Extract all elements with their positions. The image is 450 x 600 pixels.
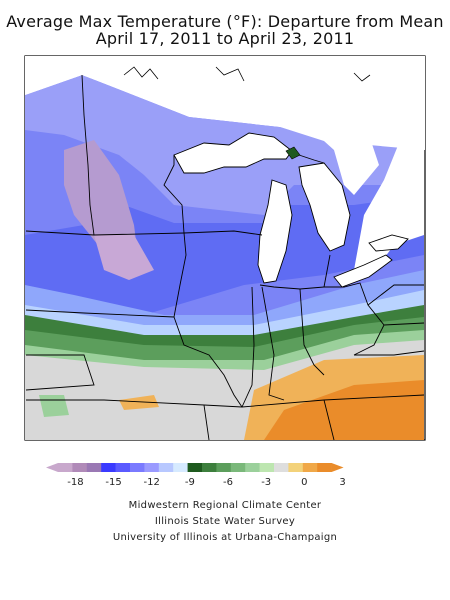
legend-tick-label: -12 [144, 477, 160, 488]
legend-tick-label: -18 [67, 477, 83, 488]
legend-swatch [86, 463, 102, 472]
legend-swatch [302, 463, 318, 472]
legend-swatch [288, 463, 304, 472]
legend-swatch [72, 463, 88, 472]
legend-swatch [274, 463, 289, 472]
legend-tick-label: -9 [185, 477, 195, 488]
state-boundaries [25, 74, 425, 440]
legend-tick-label: -3 [261, 477, 271, 488]
legend-swatch [245, 463, 260, 472]
legend-swatch [144, 463, 160, 472]
lake-huron [298, 162, 351, 252]
legend-swatch [115, 463, 131, 472]
temperature-departure-map [24, 55, 426, 441]
lake-ontario [368, 234, 409, 252]
legend-swatch [317, 463, 332, 472]
credit-mrcc: Midwestern Regional Climate Center [128, 500, 322, 511]
legend-arrow-left [46, 463, 58, 472]
map-date-range: April 17, 2011 to April 23, 2011 [95, 29, 355, 48]
legend-swatch [173, 463, 188, 472]
color-scale-legend: -18 -15 -12 -9 -6 -3 0 3 [46, 463, 346, 488]
legend-swatch [259, 463, 275, 472]
lake-superior [173, 132, 293, 174]
legend-swatch [187, 463, 203, 472]
legend-swatch [216, 463, 232, 472]
legend-swatch [158, 463, 174, 472]
legend-tick-label: -15 [105, 477, 121, 488]
legend-ticks: -18 -15 -12 -9 -6 -3 0 3 [67, 477, 345, 488]
legend-swatch [230, 463, 246, 472]
legend-tick-label: -6 [223, 477, 233, 488]
credit-isws: Illinois State Water Survey [154, 516, 296, 527]
legend-swatch [130, 463, 145, 472]
legend-swatch [58, 463, 73, 472]
legend-arrow-right [331, 463, 344, 472]
green-patch-michigan [285, 146, 301, 160]
legend-swatch [101, 463, 116, 472]
map-title: Average Max Temperature (°F): Departure … [6, 12, 444, 31]
legend-swatch [202, 463, 217, 472]
credit-uiuc: University of Illinois at Urbana-Champai… [112, 532, 338, 543]
lake-michigan [257, 179, 293, 284]
legend-tick-label: 3 [339, 477, 345, 488]
legend-swatches [46, 463, 344, 472]
legend-tick-label: 0 [301, 477, 307, 488]
anomaly-field [25, 75, 424, 440]
